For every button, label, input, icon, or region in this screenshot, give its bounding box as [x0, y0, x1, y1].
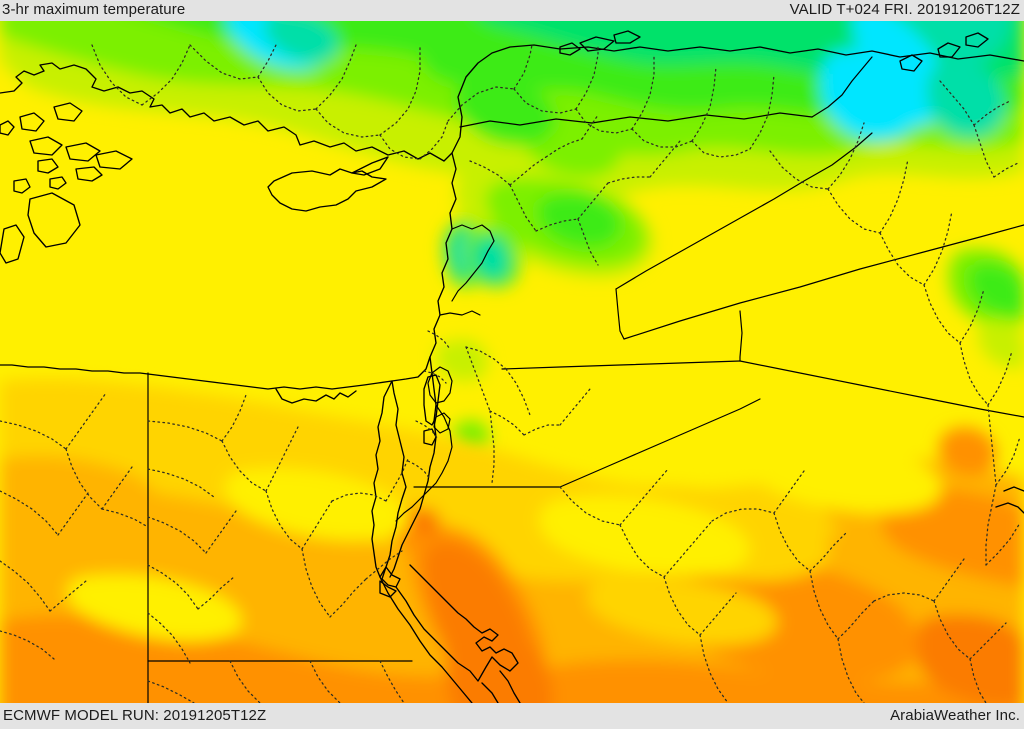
national-border-layer [147, 56, 1024, 703]
model-run-label: ECMWF MODEL RUN: 20191205T12Z [3, 707, 267, 724]
page-title: 3-hr maximum temperature [2, 1, 186, 18]
attribution-label: ArabiaWeather Inc. [890, 707, 1020, 724]
admin-border-layer [0, 44, 1021, 703]
valid-time-label: VALID T+024 FRI. 20191206T12Z [789, 1, 1020, 18]
footer-bar: ECMWF MODEL RUN: 20191205T12Z ArabiaWeat… [0, 703, 1024, 729]
map-raster [0, 21, 1024, 703]
temperature-map[interactable] [0, 21, 1024, 703]
header-bar: 3-hr maximum temperature VALID T+024 FRI… [0, 0, 1024, 21]
warm-band-group [0, 378, 1024, 703]
coastline-layer [0, 30, 1024, 703]
